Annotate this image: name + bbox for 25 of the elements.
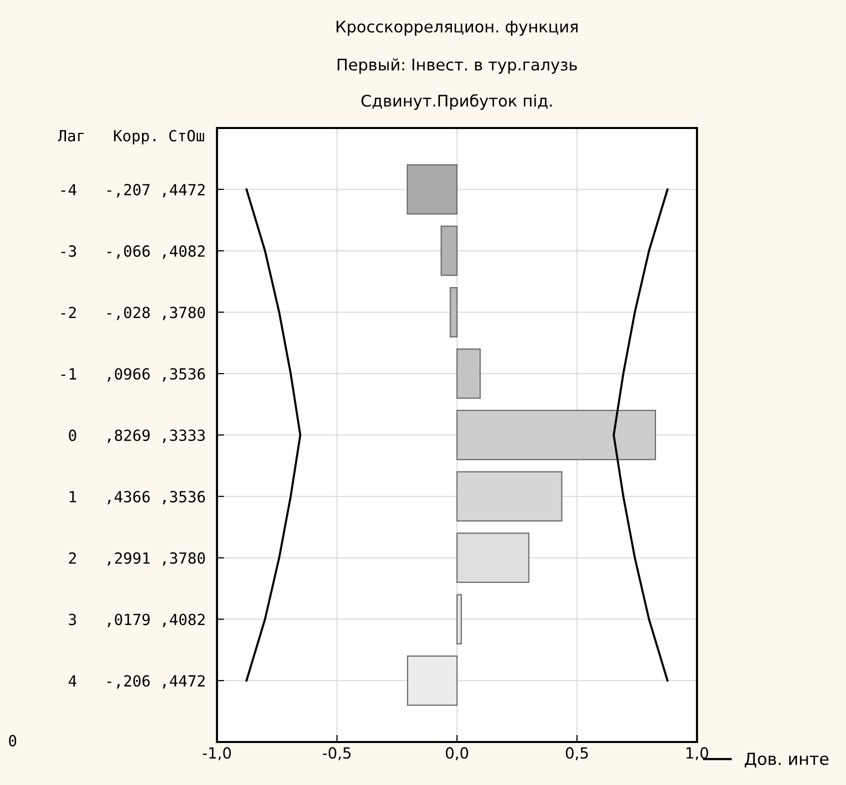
- x-tick-label: -0,5: [322, 747, 351, 760]
- bar: [440, 226, 458, 276]
- text: Первый: Інвест. в тур.галузь Сдвинут.Прибуток під.: [338, 58, 577, 110]
- y-tick-label: -1 ,0966 ,3536: [61, 368, 205, 382]
- y-tick-label: 4 -,206 ,4472: [68, 675, 205, 689]
- x-tick-label: -1,0: [202, 747, 231, 760]
- y-tick-label: 1 ,4366 ,3536: [70, 490, 205, 504]
- x-tick-label: 0,0: [446, 747, 468, 760]
- y-tick-label: -4 -,207 ,4472: [61, 184, 205, 198]
- text: 0: [8, 734, 16, 746]
- bar: [450, 287, 458, 338]
- y-tick-label: -2 -,028 ,3780: [61, 306, 205, 320]
- bar: [456, 410, 656, 460]
- y-axis-title: Лаг Корр. СтОш: [58, 130, 204, 144]
- x-tick-label: 1,0: [686, 747, 708, 760]
- bar: [406, 164, 458, 215]
- y-tick-label: 3 ,0179 ,4082: [68, 614, 205, 628]
- bar: [456, 348, 481, 399]
- x-tick-label: 0,5: [566, 747, 588, 760]
- bar: [407, 655, 458, 706]
- chart-title: Кросскорреляцион. функция: [336, 20, 578, 36]
- legend-label: Дов. инте: [744, 752, 828, 768]
- y-tick-label: -3 -,066 ,4082: [61, 245, 205, 259]
- y-tick-label: 2 ,2991 ,3780: [69, 552, 205, 566]
- y-tick-label: 0 ,8269 ,3333: [68, 430, 205, 443]
